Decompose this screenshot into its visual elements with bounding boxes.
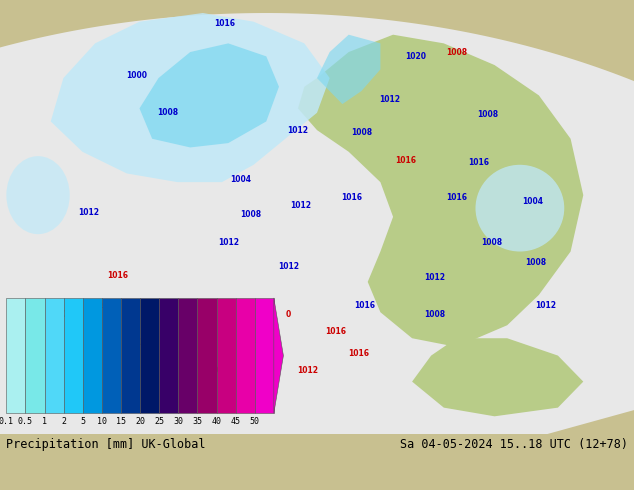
Bar [44, 298, 63, 414]
Text: 1008: 1008 [525, 258, 547, 267]
Bar [140, 298, 159, 414]
Text: 50: 50 [250, 417, 260, 426]
Text: 1012: 1012 [290, 201, 312, 211]
Bar [217, 298, 236, 414]
Polygon shape [412, 338, 583, 416]
Text: 2: 2 [61, 417, 66, 426]
Text: 1020: 1020 [56, 310, 77, 319]
Text: 1012: 1012 [534, 301, 556, 310]
Text: 5: 5 [81, 417, 85, 426]
Text: 1012: 1012 [78, 208, 100, 217]
Text: 1012: 1012 [129, 338, 150, 347]
Text: 1016: 1016 [395, 156, 417, 165]
Text: 0: 0 [286, 310, 291, 319]
Text: 35: 35 [192, 417, 202, 426]
Text: 45: 45 [231, 417, 241, 426]
Text: 1004: 1004 [230, 175, 252, 184]
Text: 1016: 1016 [341, 193, 363, 202]
Polygon shape [298, 35, 583, 347]
Text: 1008: 1008 [351, 128, 372, 137]
Polygon shape [0, 13, 634, 490]
Polygon shape [51, 13, 330, 182]
Text: 1016: 1016 [97, 301, 119, 310]
Text: 1012: 1012 [287, 125, 309, 135]
Text: 1008: 1008 [477, 110, 499, 120]
Text: 1016: 1016 [325, 327, 347, 336]
Bar [63, 298, 83, 414]
Text: 1016: 1016 [214, 19, 236, 28]
Text: 25: 25 [154, 417, 164, 426]
Text: 1016: 1016 [208, 366, 230, 375]
Text: Sa 04-05-2024 15..18 UTC (12+78): Sa 04-05-2024 15..18 UTC (12+78) [399, 438, 628, 451]
Text: 40: 40 [212, 417, 221, 426]
Text: 1008: 1008 [157, 108, 179, 117]
Text: Precipitation [mm] UK-Global: Precipitation [mm] UK-Global [6, 438, 206, 451]
Bar [236, 298, 255, 414]
Text: 10: 10 [97, 417, 107, 426]
Text: 1012: 1012 [217, 238, 239, 247]
Text: 1008: 1008 [481, 238, 502, 247]
Bar [255, 298, 274, 414]
Text: 0.5: 0.5 [18, 417, 33, 426]
Text: 1012: 1012 [379, 95, 401, 104]
Bar [197, 298, 217, 414]
Text: 1016: 1016 [468, 158, 489, 167]
Polygon shape [317, 35, 380, 104]
Text: 1012: 1012 [278, 262, 299, 271]
Polygon shape [139, 44, 279, 147]
Bar [25, 298, 44, 414]
Text: 1008: 1008 [446, 48, 467, 56]
Text: 1016: 1016 [347, 349, 369, 358]
Text: 1: 1 [42, 417, 47, 426]
Text: 1020: 1020 [404, 52, 426, 61]
Text: 20: 20 [135, 417, 145, 426]
Text: 1000: 1000 [126, 72, 147, 80]
Bar [6, 298, 25, 414]
Bar [83, 298, 102, 414]
Bar [159, 298, 178, 414]
Ellipse shape [6, 156, 70, 234]
Text: 15: 15 [116, 417, 126, 426]
Text: 1012: 1012 [424, 273, 445, 282]
Polygon shape [274, 298, 283, 414]
Text: 1016: 1016 [240, 336, 261, 345]
Text: 1016: 1016 [354, 301, 375, 310]
Text: 0.1: 0.1 [0, 417, 14, 426]
Text: 1008: 1008 [240, 210, 261, 219]
Text: 1016: 1016 [446, 193, 467, 202]
Bar [178, 298, 197, 414]
Text: 30: 30 [173, 417, 183, 426]
Text: 1016: 1016 [107, 271, 128, 280]
Text: 1004: 1004 [522, 197, 543, 206]
Ellipse shape [476, 165, 564, 251]
Bar [121, 298, 140, 414]
Text: 1012: 1012 [297, 366, 318, 375]
Text: 1008: 1008 [424, 310, 445, 319]
Bar [102, 298, 121, 414]
